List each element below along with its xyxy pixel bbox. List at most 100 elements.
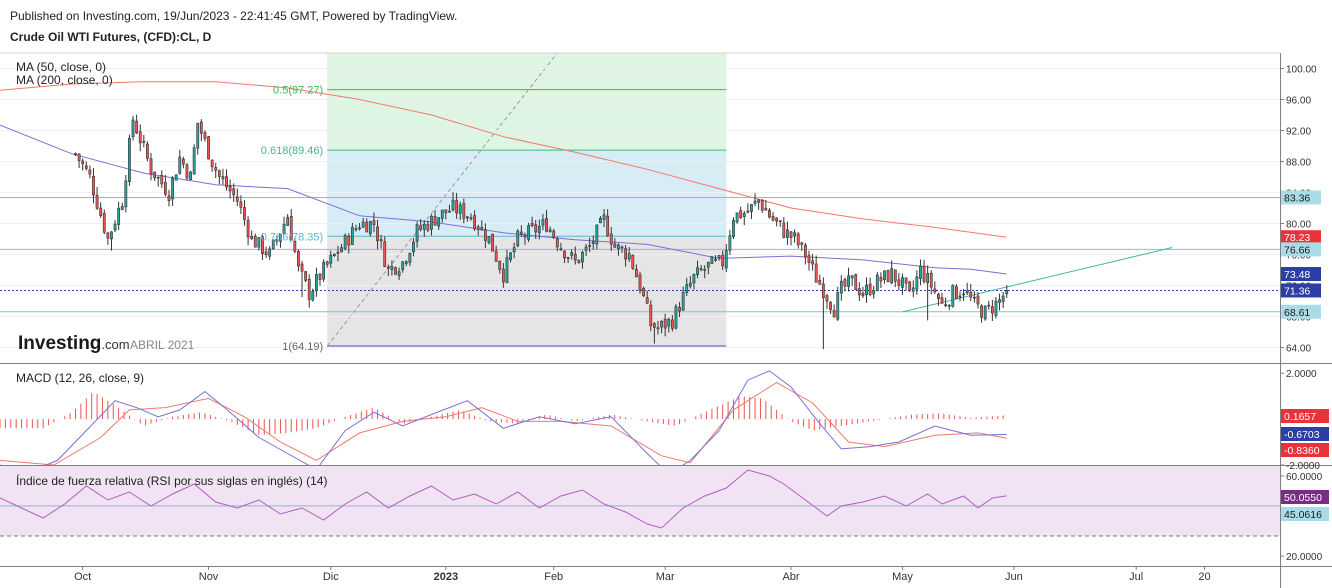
candle-body bbox=[674, 306, 678, 329]
candle-body bbox=[732, 219, 735, 238]
candle-body bbox=[681, 292, 685, 311]
candle-body bbox=[692, 273, 696, 284]
candle-body bbox=[775, 217, 779, 222]
candle-body bbox=[102, 213, 106, 233]
price-axis-label: 88.00 bbox=[1286, 158, 1311, 169]
candle-body bbox=[476, 226, 480, 230]
candle-body bbox=[811, 260, 814, 265]
price-tag-bg bbox=[1281, 507, 1329, 521]
candle-body bbox=[203, 132, 207, 139]
candle-body bbox=[383, 241, 387, 267]
fib-level-label: 1(64.19) bbox=[282, 341, 323, 353]
candle-body bbox=[99, 207, 103, 216]
ma50-legend[interactable]: MA (50, close, 0) bbox=[16, 60, 106, 74]
fib-band-3 bbox=[327, 236, 727, 347]
candle-body bbox=[969, 292, 973, 298]
candle-body bbox=[386, 266, 390, 269]
candle-body bbox=[149, 158, 153, 175]
candle-body bbox=[512, 247, 516, 253]
candle-body bbox=[494, 250, 498, 262]
macd-legend[interactable]: MACD (12, 26, close, 9) bbox=[16, 371, 144, 385]
candle-body bbox=[390, 266, 394, 270]
candle-body bbox=[185, 164, 189, 179]
candle-body bbox=[635, 269, 638, 278]
price-axis-label: 80.00 bbox=[1286, 220, 1311, 231]
candle-body bbox=[268, 248, 272, 257]
candle-body bbox=[77, 153, 81, 161]
candle-body bbox=[516, 230, 520, 247]
candle-body bbox=[642, 288, 645, 297]
candle-body bbox=[555, 238, 559, 248]
candle-body bbox=[444, 209, 448, 214]
candle-body bbox=[124, 180, 128, 208]
price-tag-label: 50.0550 bbox=[1284, 492, 1322, 504]
candle-body bbox=[782, 222, 786, 238]
candle-body bbox=[289, 216, 293, 241]
candle-body bbox=[530, 222, 534, 226]
candle-body bbox=[293, 240, 297, 252]
candle-body bbox=[983, 305, 987, 320]
candle-body bbox=[541, 219, 545, 226]
candle-body bbox=[652, 323, 656, 328]
candle-body bbox=[376, 226, 379, 242]
candle-body bbox=[261, 236, 264, 254]
candle-body bbox=[110, 231, 113, 240]
candle-body bbox=[95, 194, 99, 209]
candle-body bbox=[750, 204, 753, 212]
fib-level-label: 0.618(89.46) bbox=[261, 145, 323, 157]
candle-body bbox=[214, 167, 218, 171]
candle-body bbox=[548, 229, 552, 232]
time-axis-label: Oct bbox=[74, 571, 91, 583]
candle-body bbox=[728, 235, 732, 251]
candle-body bbox=[760, 200, 764, 211]
candle-body bbox=[178, 156, 182, 174]
candle-body bbox=[253, 235, 257, 248]
candle-body bbox=[92, 175, 95, 196]
candle-body bbox=[1001, 295, 1005, 302]
price-tag-bg bbox=[1281, 443, 1329, 457]
candle-body bbox=[462, 203, 466, 219]
candle-body bbox=[181, 158, 185, 165]
candle-body bbox=[466, 216, 469, 219]
candle-body bbox=[379, 239, 383, 242]
candle-body bbox=[505, 257, 509, 284]
candle-body bbox=[937, 293, 940, 300]
time-axis-label: Dic bbox=[323, 571, 339, 583]
candle-body bbox=[627, 253, 631, 260]
candle-body bbox=[566, 257, 570, 259]
candle-body bbox=[480, 227, 484, 231]
published-line: Published on Investing.com, 19/Jun/2023 … bbox=[10, 9, 457, 23]
rsi-series bbox=[0, 466, 1280, 537]
ma200-legend[interactable]: MA (200, close, 0) bbox=[16, 73, 113, 87]
candle-body bbox=[602, 214, 606, 220]
candle-body bbox=[893, 269, 897, 282]
candle-body bbox=[796, 233, 800, 246]
candle-body bbox=[171, 177, 174, 200]
rsi-legend[interactable]: Índice de fuerza relativa (RSI por sus s… bbox=[16, 473, 327, 488]
candle-body bbox=[88, 169, 92, 175]
candle-body bbox=[401, 261, 405, 270]
price-axis-label: 100.00 bbox=[1286, 65, 1317, 76]
candle-body bbox=[980, 305, 983, 318]
time-axis[interactable]: Oct Nov Dic 2023 Feb Mar Abr May Jun Jul 20 bbox=[74, 566, 1211, 583]
candle-body bbox=[724, 250, 728, 269]
candle-body bbox=[940, 297, 944, 304]
time-axis-label: Mar bbox=[656, 571, 675, 583]
price-tag-bg bbox=[1281, 490, 1329, 504]
price-tag-label: 0.1657 bbox=[1284, 411, 1316, 423]
candle-body bbox=[131, 119, 135, 137]
candle-body bbox=[800, 242, 804, 245]
candle-body bbox=[545, 218, 548, 232]
candle-body bbox=[717, 255, 721, 259]
candle-body bbox=[951, 284, 955, 307]
price-tag-bg bbox=[1281, 409, 1329, 423]
candle-body bbox=[257, 237, 261, 248]
price-tag-label: 73.48 bbox=[1284, 269, 1310, 281]
candle-body bbox=[361, 221, 365, 228]
candle-body bbox=[649, 304, 653, 326]
candle-body bbox=[872, 290, 876, 295]
candle-body bbox=[279, 233, 282, 242]
candle-body bbox=[527, 225, 530, 240]
watermark-brand-name: Investing bbox=[18, 333, 101, 354]
